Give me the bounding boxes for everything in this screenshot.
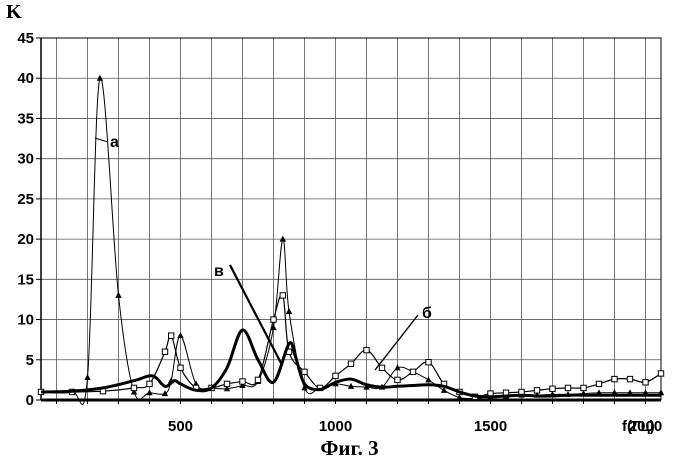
square-marker	[333, 373, 338, 378]
square-marker	[162, 349, 167, 354]
y-tick-label: 30	[17, 151, 34, 168]
y-tick-label: 10	[17, 312, 34, 329]
square-marker	[147, 381, 152, 386]
square-marker	[581, 385, 586, 390]
square-marker	[224, 381, 229, 386]
triangle-marker	[425, 376, 431, 382]
y-tick-label: 45	[17, 30, 34, 47]
curve-label-b: б	[422, 305, 432, 322]
leader-line-a	[95, 138, 108, 142]
y-tick-label: 25	[17, 191, 34, 208]
chart-svg: 051015202530354045500100015002000 а б в …	[0, 0, 699, 436]
square-marker	[348, 361, 353, 366]
triangle-marker	[177, 332, 183, 338]
plot-frame	[41, 38, 661, 400]
triangle-marker	[280, 236, 286, 242]
x-tick-label: 1000	[319, 418, 352, 435]
triangle-marker	[162, 390, 168, 396]
square-marker	[565, 385, 570, 390]
x-tick-label: 1500	[474, 418, 507, 435]
triangle-marker	[84, 374, 90, 380]
square-marker	[240, 379, 245, 384]
figure-caption: Фиг. 3	[0, 436, 699, 461]
y-tick-label: 35	[17, 110, 34, 127]
series-line	[41, 77, 661, 404]
triangle-marker	[146, 389, 152, 395]
square-marker	[364, 347, 369, 352]
series	[38, 75, 664, 405]
square-marker	[596, 381, 601, 386]
square-marker	[550, 386, 555, 391]
y-tick-label: 20	[17, 231, 34, 248]
square-marker	[658, 371, 663, 376]
square-marker	[410, 369, 415, 374]
square-marker	[280, 293, 285, 298]
square-marker	[178, 365, 183, 370]
square-marker	[379, 365, 384, 370]
square-marker	[131, 385, 136, 390]
square-marker	[271, 317, 276, 322]
y-tick-label: 5	[26, 352, 34, 369]
y-tick-label: 0	[26, 392, 34, 409]
y-tick-label: 15	[17, 271, 34, 288]
curve-label-a: а	[110, 134, 119, 151]
triangle-marker	[286, 308, 292, 314]
square-marker	[534, 388, 539, 393]
grid	[41, 38, 661, 400]
square-marker	[255, 377, 260, 382]
series-1	[38, 75, 664, 405]
square-marker	[169, 333, 174, 338]
x-tick-label: 500	[168, 418, 193, 435]
y-axis-title: K	[6, 1, 22, 23]
triangle-marker	[115, 292, 121, 298]
square-marker	[395, 377, 400, 382]
curve-label-v: в	[214, 263, 224, 280]
triangle-marker	[97, 75, 103, 81]
curve-labels: а б в	[95, 134, 432, 370]
square-marker	[627, 376, 632, 381]
square-marker	[426, 359, 431, 364]
leader-line-b	[375, 315, 418, 370]
axes	[36, 38, 661, 404]
square-marker	[302, 369, 307, 374]
y-tick-label: 40	[17, 70, 34, 87]
square-marker	[643, 380, 648, 385]
square-marker	[612, 376, 617, 381]
x-axis-title: f(Гц)	[622, 418, 655, 435]
